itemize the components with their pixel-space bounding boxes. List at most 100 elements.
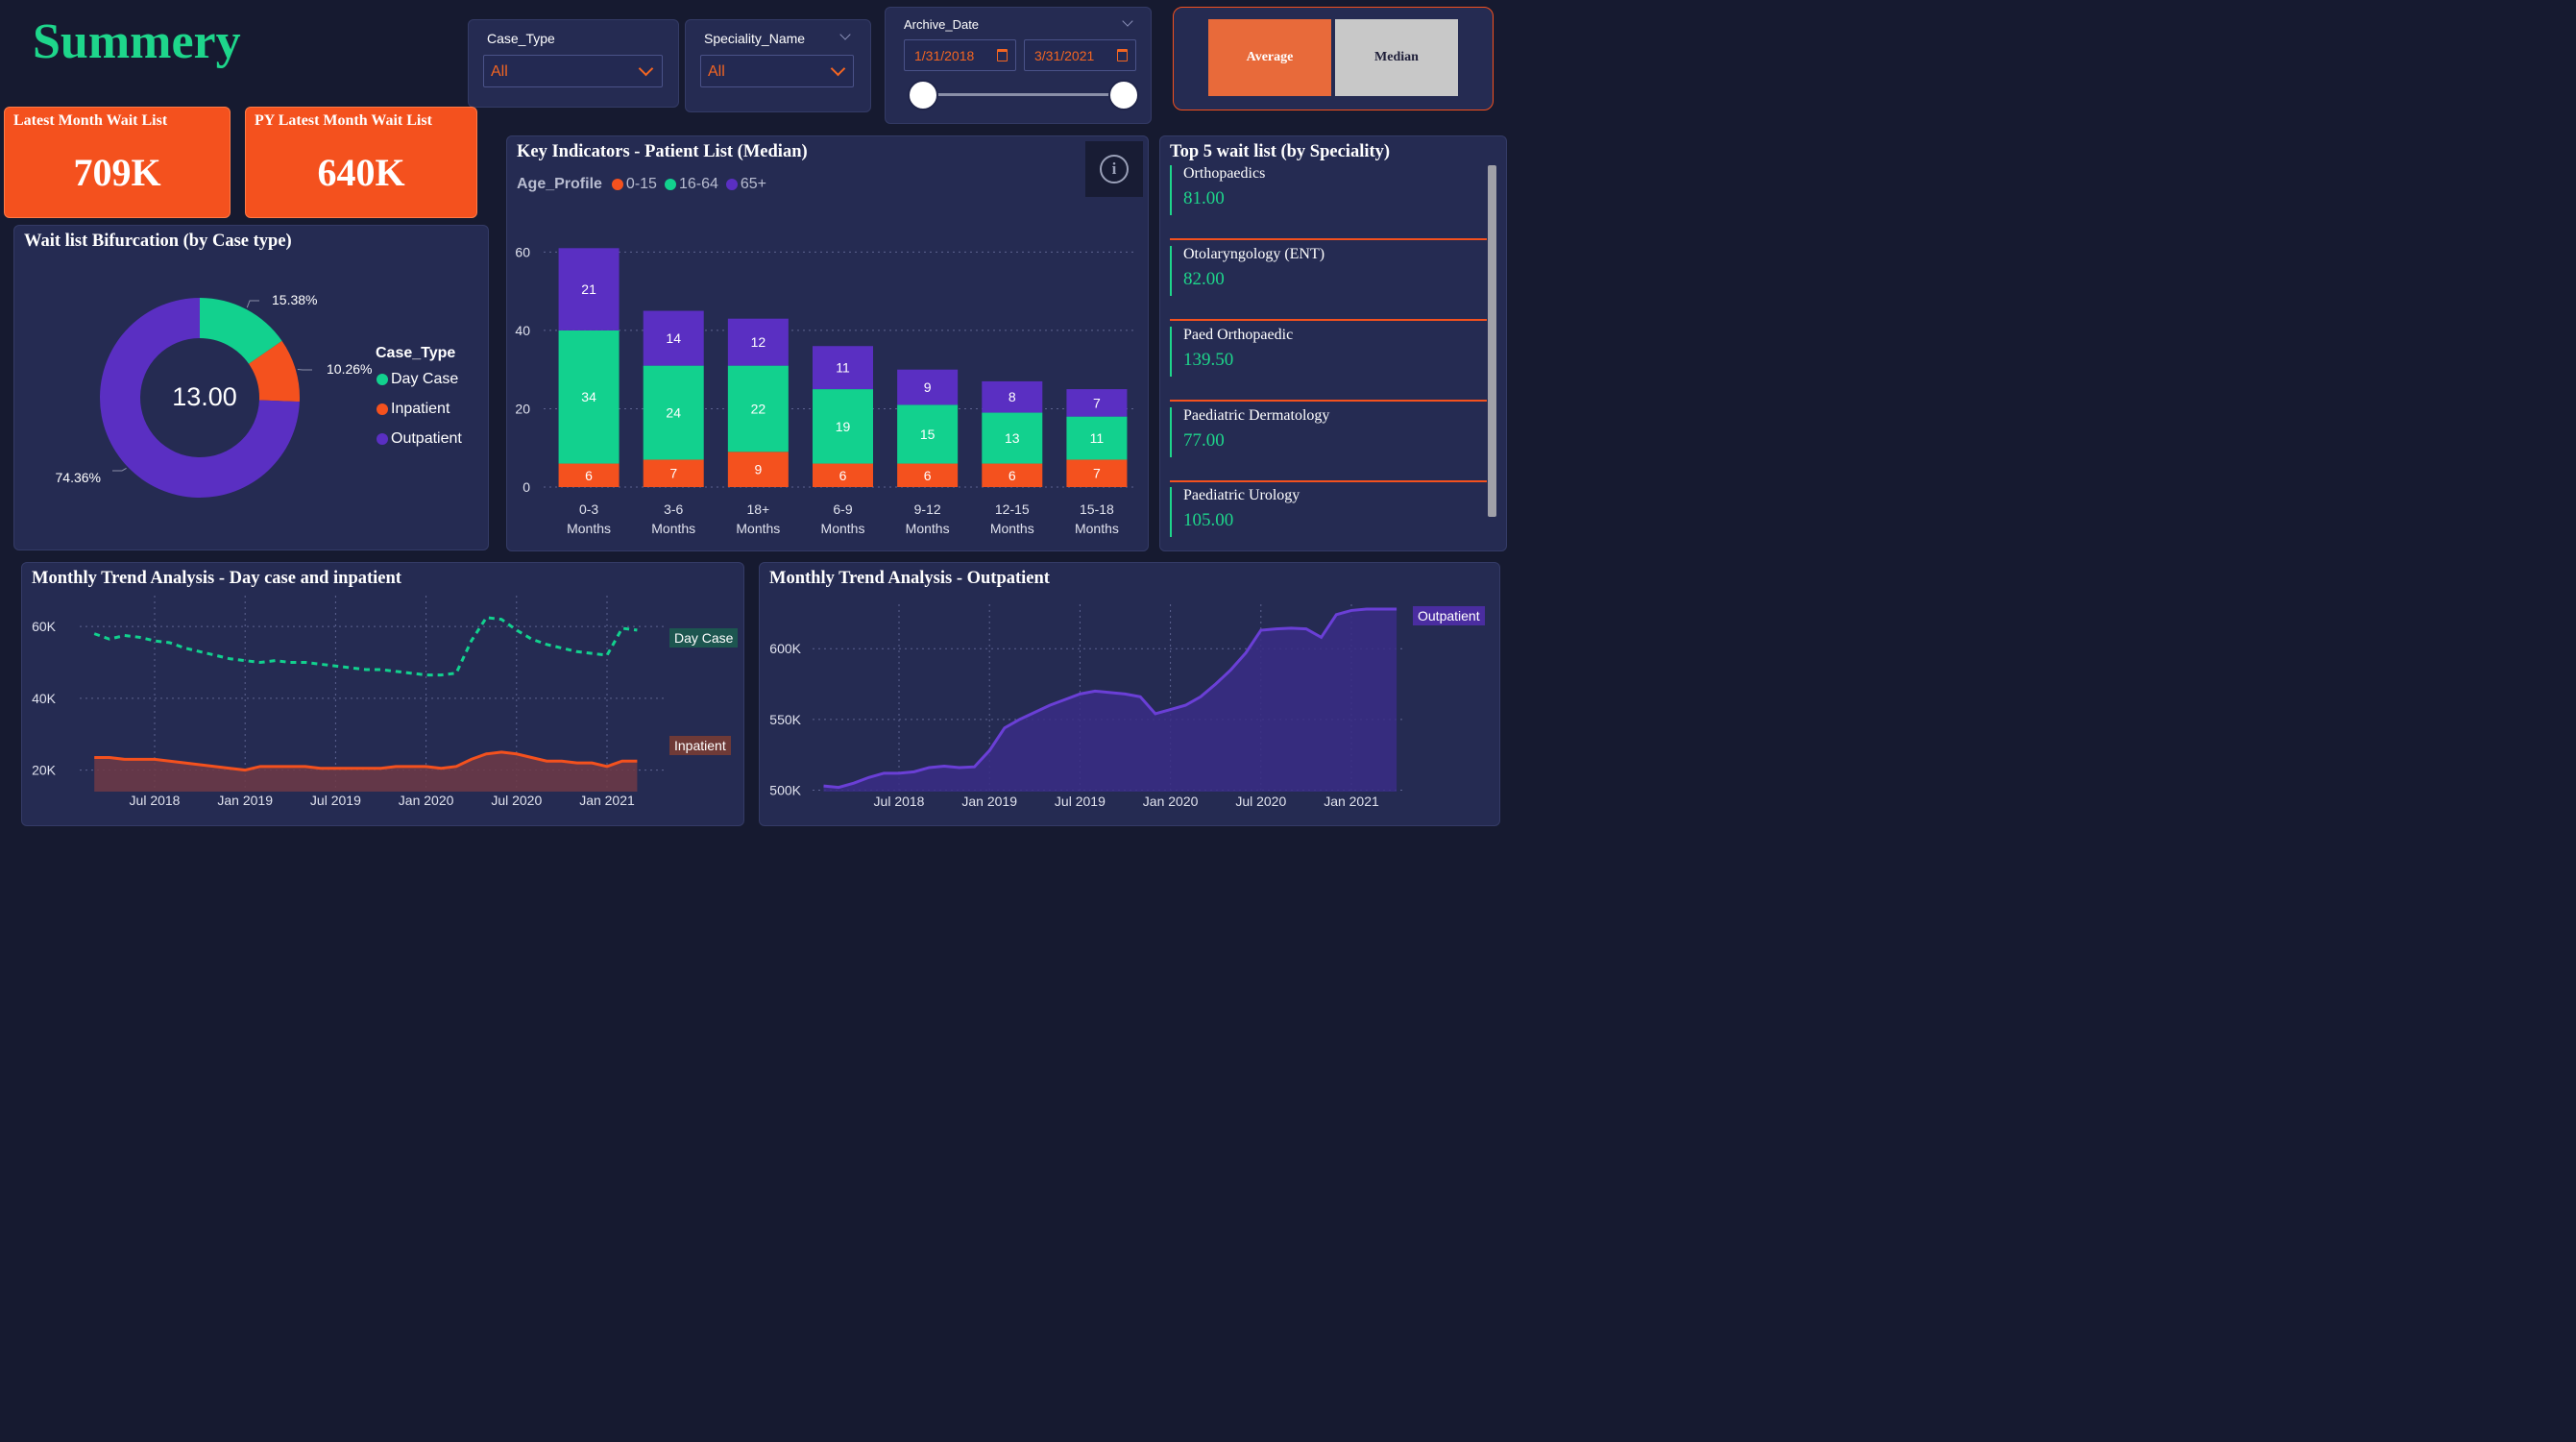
trend-day-title: Monthly Trend Analysis - Day case and in… xyxy=(32,569,401,588)
legend-inpatient[interactable]: Inpatient xyxy=(377,401,450,418)
top5-accent xyxy=(1170,327,1172,377)
chevron-down-icon[interactable] xyxy=(839,29,851,40)
date-to-input[interactable]: 3/31/2021 xyxy=(1024,39,1136,71)
top5-accent xyxy=(1170,165,1172,215)
x-tick-label: Jan 2019 xyxy=(961,794,1017,809)
chevron-down-icon[interactable] xyxy=(1122,15,1133,27)
bar-segment xyxy=(727,318,789,366)
top5-item[interactable]: Paed Orthopaedic 139.50 xyxy=(1170,327,1487,402)
y-tick-label: 500K xyxy=(769,783,801,798)
case-type-value: All xyxy=(491,63,508,80)
top5-value: 81.00 xyxy=(1183,188,1225,208)
stacked-bar-chart: 0 20 40 60 6 34 21 0-3 Months 7 24 14 3-6 Months 9 22 12… xyxy=(515,244,1136,536)
donut-leader-line xyxy=(297,368,312,371)
x-tick-label: Jul 2019 xyxy=(1055,794,1106,809)
x-tick-label: Months xyxy=(567,521,611,536)
kpi-label: PY Latest Month Wait List xyxy=(255,112,432,129)
bar-data-label: 11 xyxy=(1090,430,1105,446)
info-icon: i xyxy=(1100,155,1129,183)
top5-name: Otolaryngology (ENT) xyxy=(1183,246,1325,262)
chevron-down-icon xyxy=(638,61,654,77)
bar-data-label: 24 xyxy=(666,405,681,421)
legend-dot xyxy=(725,179,738,190)
bar-data-label: 13 xyxy=(1005,430,1020,446)
top5-item[interactable]: Paediatric Urology 105.00 xyxy=(1170,487,1487,550)
date-from-input[interactable]: 1/31/2018 xyxy=(904,39,1016,71)
case-type-dropdown[interactable]: All xyxy=(483,55,663,87)
outpatient-area xyxy=(823,608,1397,792)
archive-date-slicer: Archive_Date 1/31/2018 3/31/2021 xyxy=(885,7,1152,124)
x-tick-label: Months xyxy=(821,521,865,536)
top5-item[interactable]: Orthopaedics 81.00 xyxy=(1170,165,1487,240)
donut-data-label: 74.36% xyxy=(56,470,101,485)
top5-value: 77.00 xyxy=(1183,430,1225,451)
donut-leader-line xyxy=(246,300,259,308)
bar-data-label: 6 xyxy=(924,468,932,483)
x-tick-label: Jan 2020 xyxy=(1143,794,1199,809)
case-type-label: Case_Type xyxy=(487,31,555,46)
trend-out-title: Monthly Trend Analysis - Outpatient xyxy=(769,569,1050,588)
average-button[interactable]: Average xyxy=(1208,19,1331,96)
info-button[interactable]: i xyxy=(1085,141,1143,197)
kpi-label: Latest Month Wait List xyxy=(13,112,168,129)
speciality-slicer: Speciality_Name All xyxy=(685,19,871,112)
bar-segment xyxy=(1066,389,1128,417)
donut-data-label: 15.38% xyxy=(272,292,317,307)
bar-segment xyxy=(643,459,704,487)
bar-data-label: 19 xyxy=(836,419,851,434)
date-range-end-handle[interactable] xyxy=(1108,80,1139,110)
trend-out-card: Monthly Trend Analysis - Outpatient 500K… xyxy=(759,562,1500,826)
legend-dot xyxy=(611,179,623,190)
bar-segment xyxy=(643,310,704,366)
legend-outpatient[interactable]: Outpatient xyxy=(377,430,462,448)
top5-scrollbar[interactable] xyxy=(1488,165,1496,517)
date-range-track xyxy=(922,93,1124,96)
legend-dot xyxy=(377,374,388,385)
top5-accent xyxy=(1170,407,1172,457)
bar-data-label: 11 xyxy=(836,360,850,376)
legend-label: Inpatient xyxy=(391,401,450,417)
bar-segment xyxy=(558,248,620,330)
key-indicators-title: Key Indicators - Patient List (Median) xyxy=(517,142,808,161)
donut-center-value: 13.00 xyxy=(172,382,237,411)
date-range-start-handle[interactable] xyxy=(908,80,938,110)
x-tick-label: Jan 2021 xyxy=(1324,794,1379,809)
legend-label[interactable]: 0-15 xyxy=(625,176,657,192)
top5-item[interactable]: Otolaryngology (ENT) 82.00 xyxy=(1170,246,1487,321)
x-tick-label: 18+ xyxy=(746,501,769,517)
top5-value: 82.00 xyxy=(1183,269,1225,289)
y-tick-label: 40K xyxy=(32,691,57,706)
top5-accent xyxy=(1170,487,1172,537)
bar-segment xyxy=(558,463,620,487)
donut-data-label: 10.26% xyxy=(327,361,372,377)
y-tick-label: 0 xyxy=(522,479,530,495)
y-tick-label: 60K xyxy=(32,619,57,634)
bar-segment xyxy=(813,389,873,464)
measure-toggle: Average Median xyxy=(1173,7,1494,110)
top5-name: Orthopaedics xyxy=(1183,165,1266,182)
legend-label[interactable]: 16-64 xyxy=(678,176,718,192)
chevron-down-icon xyxy=(830,61,846,77)
legend-label[interactable]: 65+ xyxy=(740,176,767,192)
kpi-value: 709K xyxy=(73,151,161,194)
bar-segment xyxy=(982,463,1043,487)
y-tick-label: 600K xyxy=(769,641,801,656)
bar-segment xyxy=(1066,459,1128,487)
outpatient-series-label: Outpatient xyxy=(1413,606,1485,625)
day-case-line xyxy=(93,616,638,677)
legend-dot xyxy=(664,179,676,190)
median-button[interactable]: Median xyxy=(1335,19,1458,96)
inpatient-line xyxy=(94,750,638,772)
kpi-value: 640K xyxy=(317,151,405,194)
legend-day-case[interactable]: Day Case xyxy=(377,371,458,388)
speciality-dropdown[interactable]: All xyxy=(700,55,854,87)
top5-item[interactable]: Paediatric Dermatology 77.00 xyxy=(1170,407,1487,482)
bar-segment xyxy=(982,412,1043,464)
bar-data-label: 21 xyxy=(581,281,596,297)
x-tick-label: Months xyxy=(990,521,1034,536)
x-tick-label: 0-3 xyxy=(579,501,598,517)
y-tick-label: 20K xyxy=(32,763,57,778)
kpi-py-latest-month: PY Latest Month Wait List 640K xyxy=(245,107,477,218)
bar-data-label: 34 xyxy=(581,389,596,404)
inpatient-area xyxy=(94,751,638,792)
